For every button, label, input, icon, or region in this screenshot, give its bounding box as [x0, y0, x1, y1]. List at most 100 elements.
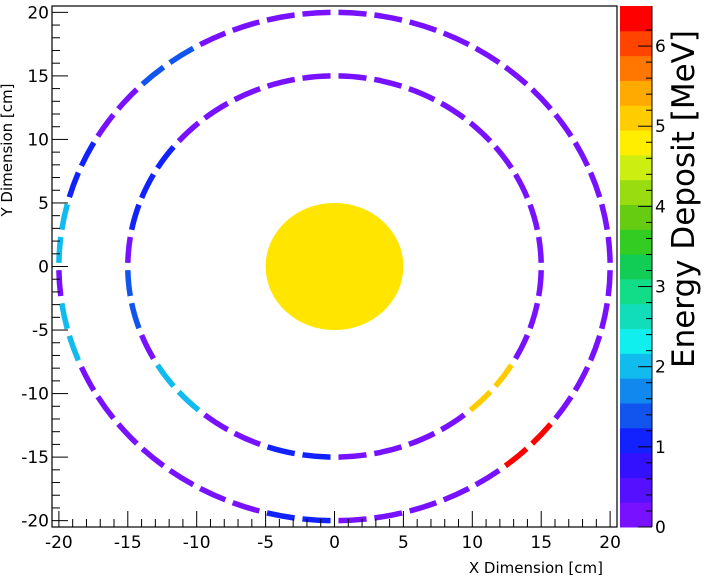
outer-ring-segment [474, 45, 501, 65]
y-tick-label: -10 [21, 385, 49, 405]
x-tick-label: 20 [599, 533, 621, 553]
color-scale-bin [620, 303, 652, 330]
color-scale: 0 1 2 3 4 5 6 [620, 6, 666, 538]
inner-ring-segment [338, 452, 367, 460]
outer-ring-segment [588, 171, 603, 199]
color-scale-bin [620, 229, 652, 255]
outer-ring-segment [605, 270, 613, 297]
color-scale-bin [620, 154, 652, 181]
color-scale-bin [620, 378, 652, 404]
inner-ring-segment [468, 120, 493, 144]
inner-ring-segment [407, 430, 436, 447]
outer-ring-segment [168, 468, 195, 488]
color-scale-bin [620, 402, 652, 429]
outer-ring-segment [266, 12, 295, 23]
outer-ring-segment [408, 19, 438, 33]
y-tick-label: 20 [27, 3, 49, 23]
outer-ring-segment [56, 236, 64, 263]
inner-ring-segment [338, 73, 367, 81]
inner-ring-segment [493, 363, 514, 389]
color-scale-bin [620, 6, 652, 32]
inner-ring-segment [176, 389, 201, 413]
outer-ring-segment [116, 87, 139, 111]
outer-ring-segment [140, 446, 166, 469]
inner-ring-segment [125, 270, 133, 297]
color-scale-bin [620, 353, 652, 379]
outer-ring-segment [408, 500, 438, 514]
color-scale-tick-label: 4 [655, 197, 666, 217]
color-scale-tick-label: 0 [655, 518, 666, 538]
outer-ring-segment [588, 334, 603, 362]
color-scale-tick-label: 5 [655, 117, 666, 137]
color-scale-tick-label: 1 [655, 438, 666, 458]
outer-ring-segment [442, 30, 471, 48]
inner-ring-segment [439, 412, 466, 433]
inner-ring-segment [527, 203, 541, 231]
outer-ring-segment [302, 9, 331, 17]
outer-ring-segment [338, 516, 367, 524]
color-scale-bin [620, 328, 652, 354]
color-scale-bin [620, 204, 652, 230]
y-axis: -20 -15 -10 -5 0 5 10 15 20 [21, 3, 68, 532]
y-tick-label: -20 [21, 512, 49, 532]
inner-ring-segment [203, 412, 230, 433]
x-tick-label: -5 [257, 533, 274, 553]
outer-ring-segment [302, 516, 331, 524]
y-axis-title: Y Dimension [cm] [0, 84, 16, 218]
outer-ring-segment [95, 112, 116, 138]
outer-ring-segment [572, 141, 591, 168]
outer-ring-segment [338, 9, 367, 17]
x-tick-label: -20 [45, 533, 73, 553]
outer-ring-segment [66, 171, 81, 199]
outer-ring-segment [530, 87, 553, 111]
outer-ring-segment [59, 302, 70, 330]
outer-ring-segment [168, 45, 195, 65]
outer-ring-segment [605, 236, 613, 263]
outer-ring-segment [572, 365, 591, 392]
color-scale-tick-label: 6 [655, 37, 666, 57]
inner-ring-segment [513, 334, 530, 361]
color-scale-bin [620, 452, 652, 478]
y-tick-label: 0 [38, 258, 49, 278]
x-axis-title: X Dimension [cm] [469, 559, 603, 577]
inner-ring-segment [536, 270, 544, 297]
inner-ring-segment [128, 302, 142, 330]
color-scale-title: Energy Deposit [MeV] [666, 30, 702, 368]
y-tick-label: -5 [32, 321, 49, 341]
x-tick-label: 5 [398, 533, 409, 553]
color-scale-bin [620, 427, 652, 454]
inner-ring-segment [373, 76, 403, 89]
outer-ring-segment [553, 395, 574, 421]
inner-ring-segment [233, 86, 262, 103]
outer-ring-segment [78, 141, 97, 168]
outer-ring-segment [474, 468, 501, 488]
outer-ring-segment [116, 422, 139, 446]
x-tick-label: -15 [114, 533, 142, 553]
inner-ring-segment [302, 73, 331, 81]
inner-ring-segment [176, 120, 201, 144]
y-tick-label: -15 [21, 448, 49, 468]
inner-ring-segment [139, 172, 156, 199]
color-scale-bin [620, 55, 652, 81]
outer-ring-segment [266, 510, 295, 521]
inner-ring-segment [155, 363, 176, 389]
outer-ring-segment [198, 485, 227, 503]
outer-ring-segment [78, 365, 97, 392]
outer-ring-segment [599, 302, 610, 330]
inner-ring-segment [266, 444, 296, 457]
color-scale-bin [620, 30, 652, 57]
color-scale-bin [620, 254, 652, 280]
x-tick-label: 15 [530, 533, 552, 553]
inner-ring-segment [536, 236, 544, 263]
outer-ring-segment [231, 19, 261, 33]
inner-ring-segment [373, 444, 403, 457]
color-scale-bin [620, 105, 652, 131]
color-scale-tick-label: 3 [655, 278, 666, 298]
inner-ring-segment [513, 172, 530, 199]
inner-ring-segment [527, 302, 541, 330]
outer-ring-segment [66, 334, 81, 362]
x-tick-label: 10 [461, 533, 483, 553]
color-scale-bin [620, 502, 652, 528]
inner-ring-segment [125, 236, 133, 263]
